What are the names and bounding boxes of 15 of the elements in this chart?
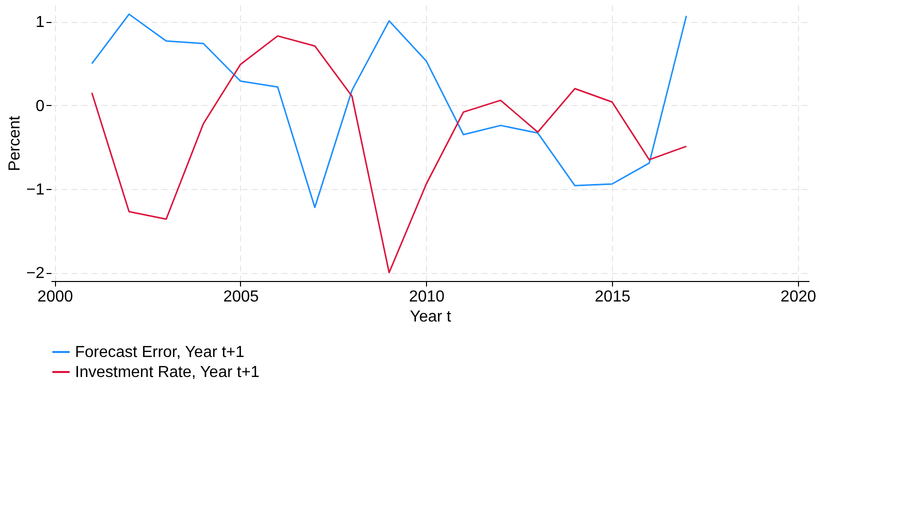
x-tick-label: 2000 — [37, 288, 74, 306]
x-tick-label: 2010 — [408, 288, 445, 306]
legend-label: Forecast Error, Year t+1 — [75, 344, 245, 361]
x-tick-label: 2015 — [594, 288, 630, 306]
legend-label: Investment Rate, Year t+1 — [75, 364, 260, 381]
y-axis-title: Percent — [6, 115, 24, 172]
x-tick-label: 2005 — [223, 288, 259, 306]
y-tick-label: 0 — [36, 98, 45, 115]
y-tick-label: 1 — [36, 14, 45, 32]
line-series — [91, 13, 688, 208]
y-tick-label: −1 — [26, 182, 45, 198]
x-tick-label: 2020 — [780, 288, 816, 306]
x-axis-title: Year t — [410, 308, 452, 326]
line-series — [91, 35, 688, 274]
y-tick-label: −2 — [26, 265, 45, 282]
